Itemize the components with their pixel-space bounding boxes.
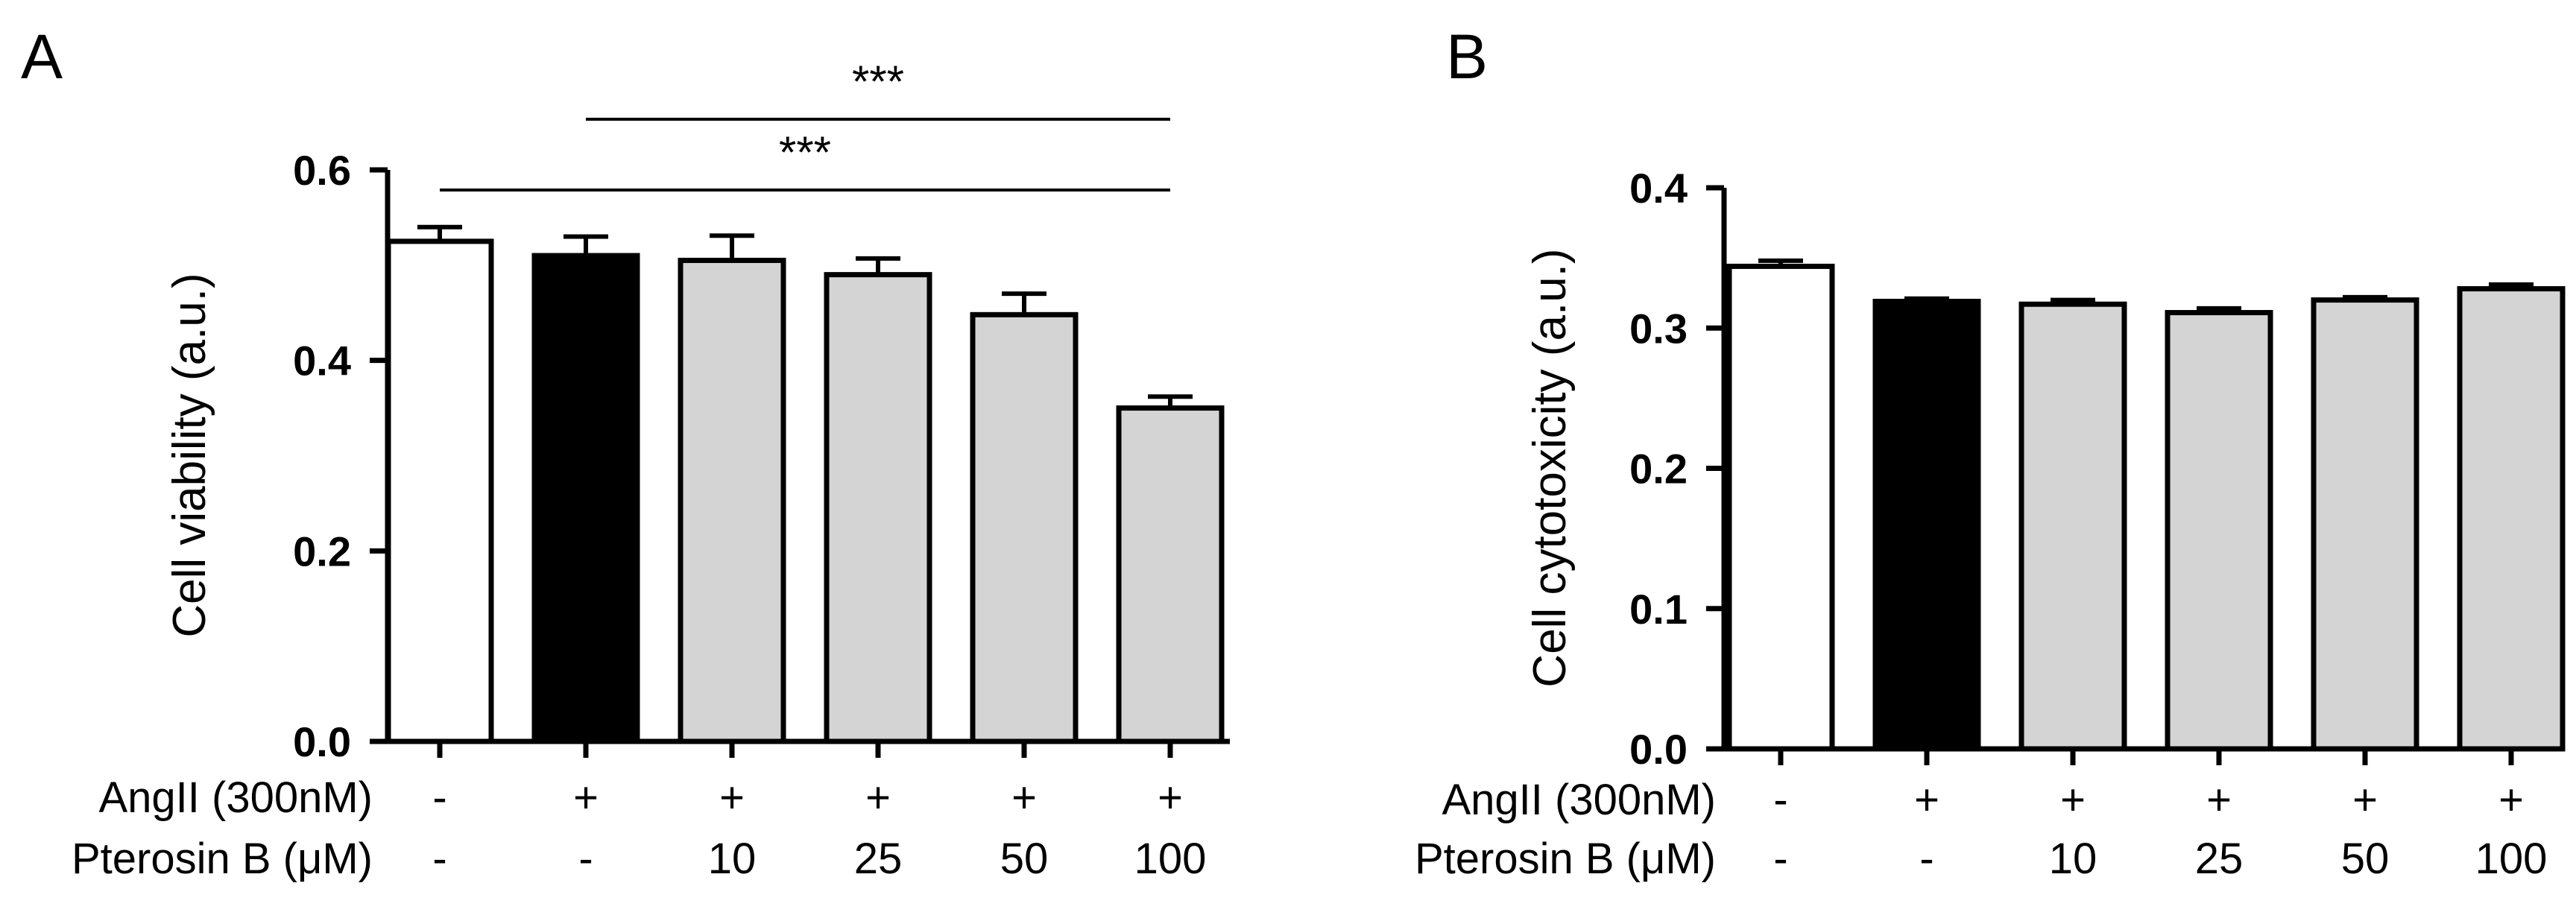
panel-b-angII-value: + [2206,776,2232,824]
panel-b-pterosin-value: - [1773,835,1787,883]
panel-a-pterosin-value: 100 [1134,835,1207,883]
panel-a-bar [1116,405,1225,744]
panel-a-y-tick-label: 0.0 [293,718,351,765]
panel-a-angII-value: + [719,773,745,822]
panel-b-pterosin-value: 25 [2195,835,2244,883]
panel-b-y-axis-label: Cell cytotoxicity (a.u.) [1524,248,1576,687]
panel-a-angII-value: + [1011,773,1037,822]
panel-b-bar [2165,310,2273,752]
panel-a-letter: A [21,22,63,92]
panel-a-row-label: Pterosin B (μM) [72,835,373,883]
panel-a-angII-value: + [865,773,891,822]
panel-b-angII-value: + [2060,776,2086,824]
panel-a-pterosin-value: - [578,835,593,883]
panel-b-pterosin-value: 10 [2049,835,2097,883]
panel-a-y-tick-label: 0.2 [293,528,351,575]
panel-a-significance-label: *** [852,57,904,107]
panel-b-bar [2457,286,2566,752]
panel-a-angII-value: + [573,773,599,822]
panel-a-pterosin-value: - [432,835,446,883]
panel-a-angII-value: + [1158,773,1183,822]
panel-a-pterosin-value: 50 [1000,835,1049,883]
panel-a-bar [970,311,1079,744]
panel-a-y-axis-label: Cell viability (a.u.) [164,273,215,637]
panel-b-pterosin-value: - [1919,835,1933,883]
panel-a-bar [678,257,786,744]
panel-a-angII-value: - [432,773,446,822]
panel-b-angII-value: - [1773,776,1787,824]
panel-a-row-label: AngII (300nM) [98,773,373,822]
panel-a-pterosin-value: 10 [708,835,757,883]
panel-a-bar [824,272,932,744]
panel-b-y-tick-label: 0.1 [1629,586,1688,633]
panel-b-row-label: Pterosin B (μM) [1415,835,1716,883]
panel-a-pterosin-value: 25 [854,835,903,883]
panel-a-bar [531,253,640,744]
panel-b-y-tick-label: 0.0 [1629,726,1688,773]
panel-b-angII-value: + [2498,776,2524,824]
panel-b-y-tick-label: 0.3 [1629,305,1688,352]
panel-b-bar [2311,297,2419,752]
panel-b-y-tick-label: 0.4 [1629,165,1688,212]
panel-b-pterosin-value: 100 [2475,835,2548,883]
panel-b-bar [1872,298,1981,752]
panel-a-significance-label: *** [779,127,831,177]
panel-b-pterosin-value: 50 [2341,835,2390,883]
panel-b-angII-value: + [2352,776,2378,824]
panel-a-y-tick-label: 0.4 [293,338,351,384]
panel-b-letter: B [1446,22,1488,92]
panel-a-y-tick-label: 0.6 [293,147,351,194]
panel-b-angII-value: + [1914,776,1939,824]
panel-b-y-tick-label: 0.2 [1629,446,1688,493]
panel-b-bar [1726,263,1835,752]
panel-a-bar [385,238,494,744]
panel-b-row-label: AngII (300nM) [1442,776,1716,824]
panel-b-bar [2018,301,2127,752]
